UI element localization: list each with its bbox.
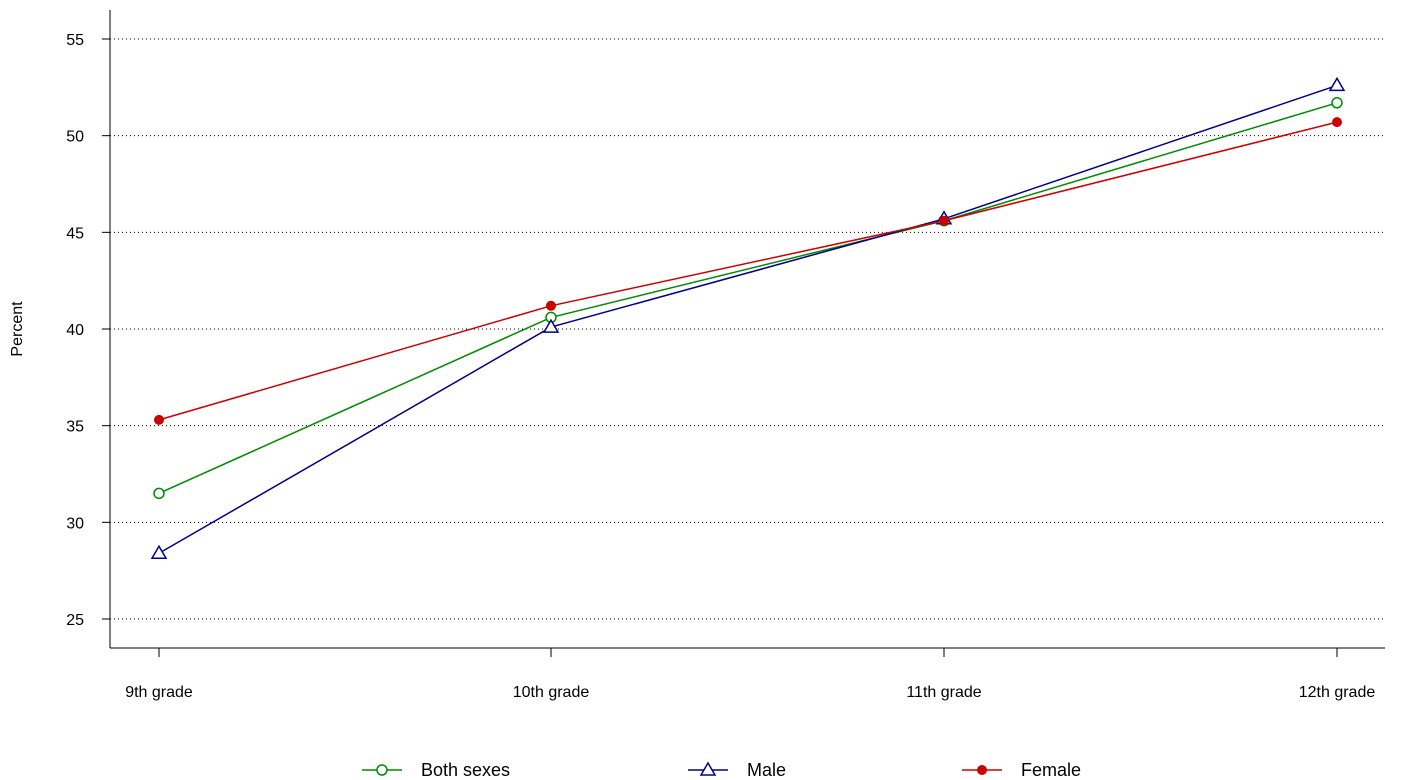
data-point: [153, 487, 165, 500]
x-tick-label: 9th grade: [125, 684, 193, 701]
x-tick-label: 10th grade: [513, 684, 590, 701]
series-male: [150, 76, 1346, 560]
legend-label: Female: [1021, 760, 1081, 780]
legend-marker: [699, 761, 717, 776]
legend: Both sexes Male Female: [362, 760, 1081, 780]
gridlines: [110, 38, 1385, 620]
y-tick-label: 35: [66, 419, 84, 436]
series-line: [158, 102, 1338, 495]
legend-label: Both sexes: [421, 760, 510, 780]
series-line: [158, 84, 1338, 554]
y-tick-label: 30: [66, 515, 84, 532]
data-point: [542, 318, 560, 333]
legend-item: Female: [962, 760, 1081, 780]
data-point: [546, 300, 556, 311]
data-point: [1328, 76, 1346, 92]
data-point: [154, 414, 164, 425]
axes: [109, 10, 1385, 649]
series: [150, 76, 1346, 560]
legend-item: Both sexes: [362, 760, 510, 780]
data-point: [1332, 117, 1342, 128]
data-point: [939, 215, 949, 226]
legend-item: Male: [688, 760, 786, 780]
y-tick-label: 50: [66, 129, 84, 146]
series-line: [158, 121, 1338, 421]
y-axis-title: Percent: [9, 301, 26, 357]
data-point: [150, 544, 168, 560]
y-tick-label: 40: [66, 322, 84, 339]
series-both-sexes: [153, 97, 1343, 500]
y-tick-label: 25: [66, 612, 84, 629]
x-tick-label: 11th grade: [906, 684, 981, 701]
x-ticks: 9th grade 10th grade 11th grade 12th grade: [125, 648, 1375, 701]
legend-marker: [376, 764, 388, 776]
series-female: [154, 117, 1342, 425]
y-ticks: 25 30 35 40 45 50 55: [66, 32, 110, 629]
legend-label: Male: [747, 760, 786, 780]
y-tick-label: 45: [66, 225, 84, 242]
legend-marker: [977, 765, 987, 775]
y-tick-label: 55: [66, 32, 84, 49]
x-tick-label: 12th grade: [1299, 684, 1376, 701]
data-point: [1331, 97, 1343, 109]
